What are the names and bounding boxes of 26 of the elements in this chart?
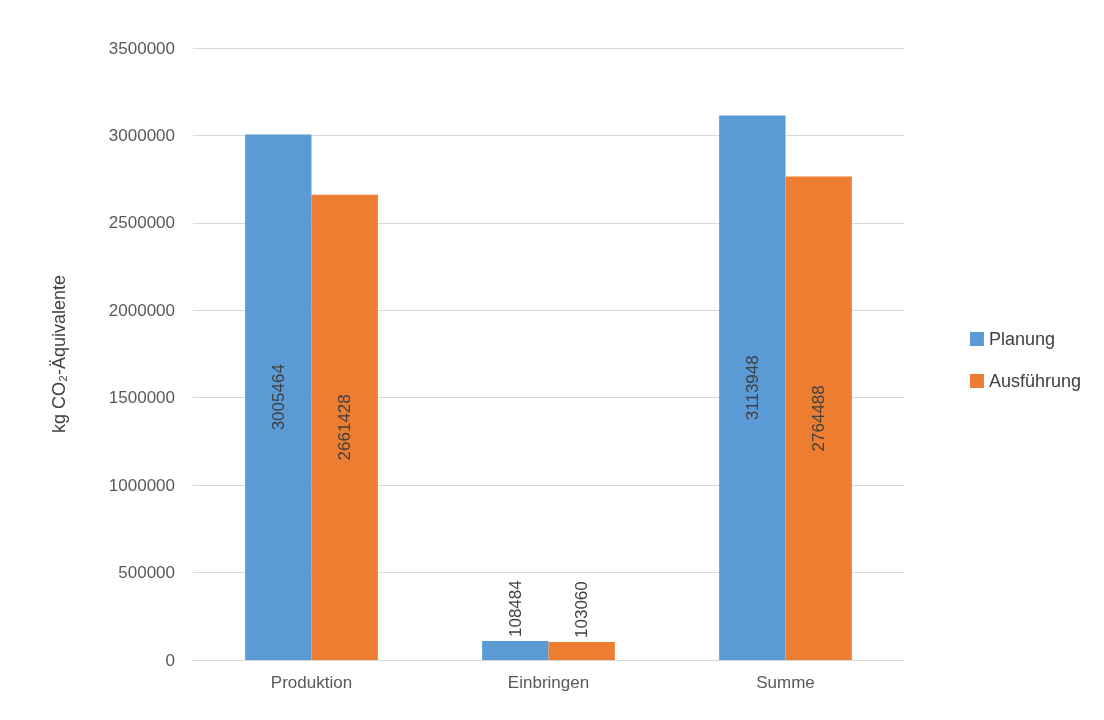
bar	[311, 194, 378, 660]
data-label: 2764488	[809, 385, 829, 452]
legend-label: Planung	[988, 329, 1055, 349]
y-axis-title: kg CO₂-Äquivalente	[49, 274, 69, 434]
x-tick-label: Produktion	[270, 673, 353, 692]
y-tick-label: 1000000	[108, 475, 175, 495]
y-tick-label: 2500000	[108, 213, 175, 233]
data-label: 3113948	[742, 355, 762, 421]
y-tick-label: 0	[165, 650, 175, 670]
data-label: 108484	[505, 580, 525, 638]
bar	[719, 115, 786, 660]
bar	[785, 176, 852, 660]
x-tick-label: Summe	[756, 673, 815, 692]
x-tick-label: Einbringen	[507, 673, 590, 692]
y-tick-label: 3500000	[108, 38, 175, 58]
y-tick-label: 1500000	[108, 388, 175, 408]
bar	[548, 641, 615, 660]
data-label: 103060	[572, 581, 592, 638]
data-label: 2661428	[335, 394, 355, 461]
legend-label: Ausführung	[988, 371, 1082, 391]
data-label: 3005464	[268, 364, 288, 431]
y-tick-label: 500000	[118, 563, 175, 583]
y-tick-label: 3000000	[108, 125, 175, 145]
y-tick-label: 2000000	[108, 300, 175, 320]
bar	[245, 134, 312, 660]
bar	[482, 641, 549, 660]
